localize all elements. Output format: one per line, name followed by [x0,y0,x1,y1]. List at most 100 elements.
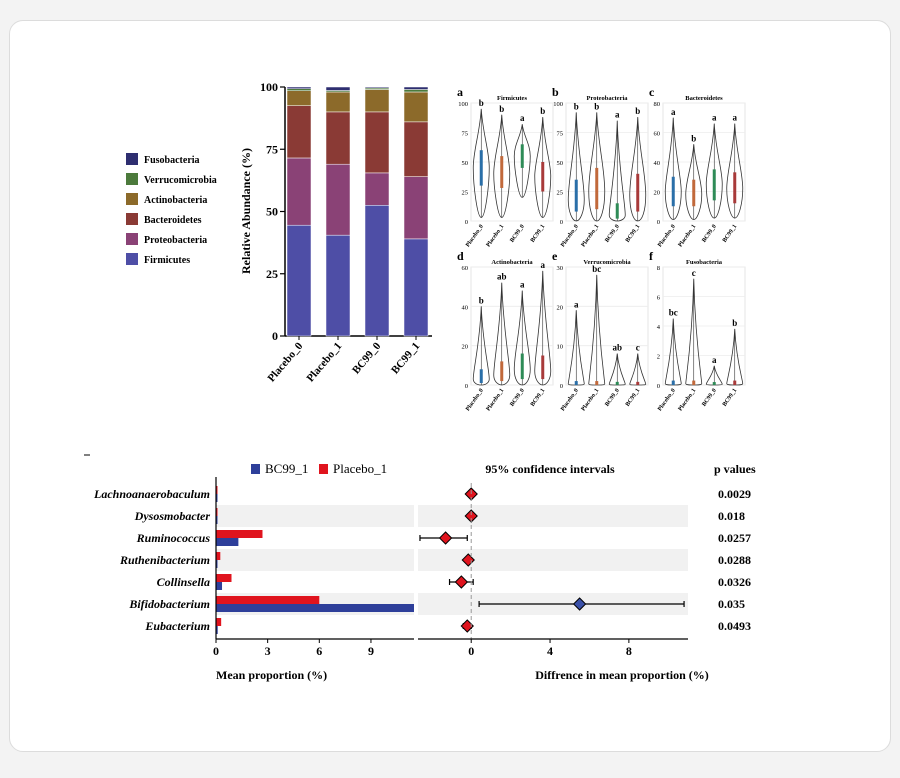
violin-box [636,173,640,212]
legend-label: Placebo_1 [333,461,387,476]
violin-box [636,381,640,385]
y-tick-label: 75 [557,131,564,138]
right-x-tick-label: 0 [468,644,474,658]
x-tick-label: BC99_1 [722,224,739,244]
genus-label: Dysosmobacter [134,509,211,523]
bar-segment-bacteroidetes [325,111,351,165]
legend-swatch-bc99_1 [251,464,260,474]
significance-letter: c [692,268,696,278]
legend-label: Bacteroidetes [144,215,202,226]
y-tick-label: 8 [657,265,660,272]
x-tick-label: BC99_0 [604,224,621,244]
x-tick-label: Placebo_0 [465,388,485,413]
significance-letter: c [636,343,640,353]
y-tick-label: 0 [657,383,660,390]
x-tick-label: BC99_1 [530,224,547,244]
genus-label: Lachnoanaerobaculum [93,487,210,501]
bar-segment-fusobacteria [325,86,351,91]
significance-letter: b [635,106,640,116]
x-tick-label: BC99_1 [530,388,547,408]
bar-segment-firmicutes [403,238,429,337]
x-tick-label: Placebo_1 [581,224,601,249]
violin-box [595,381,599,385]
violin-box [733,172,737,204]
bar-bc99 [216,516,218,524]
bar-placebo [216,552,221,560]
x-tick-label: Placebo_1 [581,388,601,413]
violin-panel-f: 0 2 4 6 8f Fusobacteria bc Placebo_0 c Placebo_1 a… [649,249,746,413]
x-tick-label: BC99_0 [350,340,383,377]
significance-letter: b [594,101,599,111]
violin-box [712,382,716,385]
right-x-tick-label: 8 [626,644,632,658]
violin-box [671,380,675,385]
difference-diamond [572,597,587,611]
y-tick-label: 20 [462,344,469,351]
x-tick-label: Placebo_0 [560,224,580,249]
legend-swatch [126,193,138,205]
y-tick-label: 25 [266,267,278,281]
bar-placebo [216,486,218,494]
violin-box [500,156,504,188]
panel-letter: e [552,249,558,263]
x-tick-label: BC99_1 [722,388,739,408]
bar-segment-fusobacteria [403,86,429,90]
y-tick-label: 60 [654,131,661,138]
violin-box [671,176,675,207]
ci-title: 95% confidence intervals [485,462,615,476]
panel-letter: f [649,249,654,263]
y-tick-label: 40 [654,160,661,167]
bar-placebo [216,530,263,538]
panel-letter: a [457,85,463,99]
y-tick-label: 20 [557,304,564,311]
bar-segment-verrucomicrobia [286,88,312,91]
x-tick-label: BC99_0 [701,224,718,244]
violin-box [692,179,696,207]
significance-letter: bc [669,308,678,318]
x-tick-label: Placebo_0 [657,388,677,413]
right-x-tick-label: 4 [547,644,553,658]
genus-label: Ruminococcus [136,531,211,545]
significance-letter: a [615,110,620,120]
bar-segment-bacteroidetes [286,105,312,159]
x-tick-label: Placebo_0 [657,224,677,249]
x-tick-label: BC99_1 [389,340,422,376]
difference-diamond [454,575,469,589]
y-tick-label: 0 [465,219,468,226]
figure-canvas: 0 25 50 75 100 Relative Abundance (%) Placebo_… [84,80,756,682]
bar-segment-fusobacteria [364,86,390,89]
difference-diamond [438,531,453,545]
y-tick-label: 40 [462,304,469,311]
stacked-bar-chart: 0 25 50 75 100 Relative Abundance (%) Placebo_… [239,80,432,384]
bar-bc99 [216,494,218,502]
y-tick-label: 25 [557,190,564,197]
bar-placebo [216,596,320,604]
legend-label: BC99_1 [265,461,308,476]
significance-letter: b [574,101,579,111]
legend-swatch [126,153,138,165]
panel-title: Bacteroidetes [685,95,723,102]
panel-title: Firmicutes [497,95,527,102]
panel-background [470,266,554,386]
violin-panel-d: 0 20 40 60 d Actinobacteria b Placebo_0 ab Placeb… [457,249,554,413]
y-tick-label: 50 [557,160,564,167]
left-x-tick-label: 0 [213,644,219,658]
violin-panel-a: 0 25 50 75 100 a Firmicutes b Placebo_0 b Placebo_… [457,85,554,249]
y-axis-label: Relative Abundance (%) [239,148,253,274]
y-tick-label: 100 [260,80,278,94]
violin-box [574,179,578,212]
significance-letter: b [732,318,737,328]
x-tick-label: Placebo_0 [560,388,580,413]
bar-bc99 [216,538,239,546]
bar-segment-actinobacteria [403,91,429,123]
x-tick-label: Placebo_1 [486,224,506,249]
bar-segment-bacteroidetes [364,111,390,174]
figure-card: 0 25 50 75 100 Relative Abundance (%) Placebo_… [9,20,891,752]
left-x-tick-label: 3 [265,644,271,658]
bar-segment-bacteroidetes [403,121,429,177]
y-tick-label: 0 [272,329,278,343]
bar-placebo [216,618,222,626]
legend-label: Verrucomicrobia [144,175,217,186]
panel-title: Actinobacteria [491,259,533,266]
